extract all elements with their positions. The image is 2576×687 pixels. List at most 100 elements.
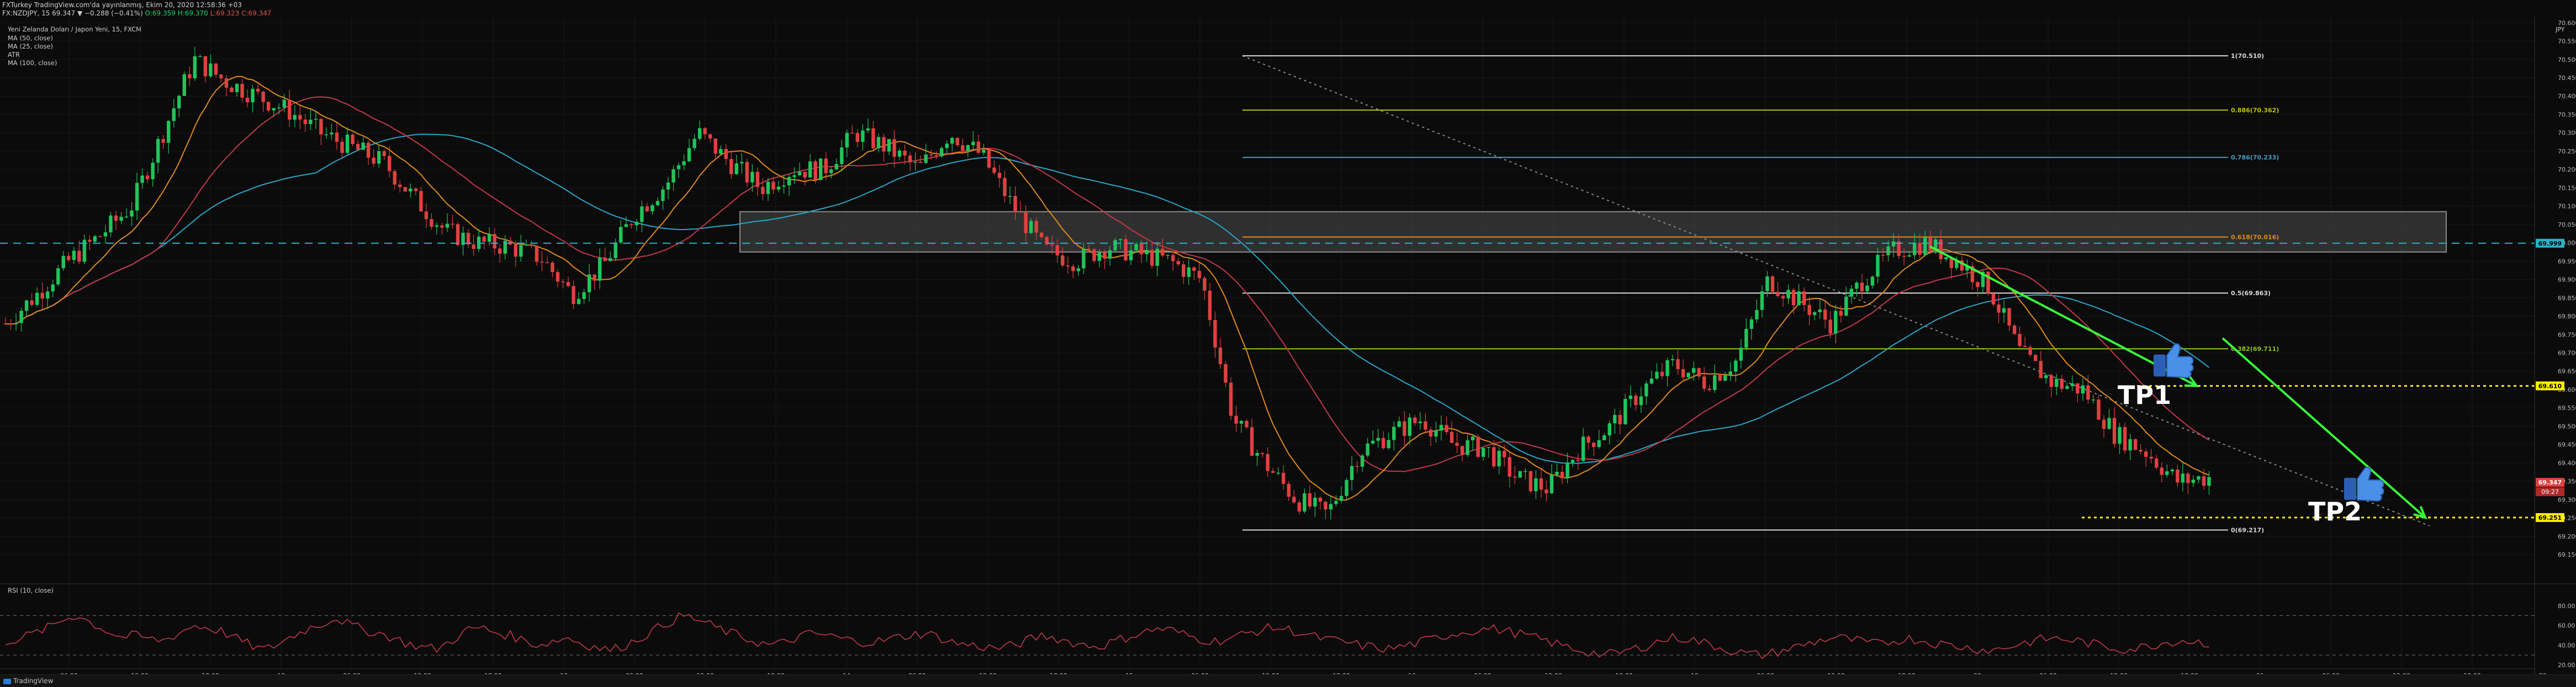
thumbs-up-icon: [2154, 343, 2384, 502]
candle-body: [1492, 447, 1496, 467]
candle-body: [1166, 255, 1170, 256]
fib-label: 1(70.510): [2231, 52, 2264, 60]
candle-body: [1634, 395, 1638, 406]
candle-body: [897, 150, 902, 157]
candle-body: [388, 156, 392, 172]
legend-ma50[interactable]: MA (50, close): [8, 34, 53, 42]
symbol-price: FX:NZDJPY, 15 69.347 ▼ −0.288 (−0.41%): [2, 9, 145, 17]
candle-body: [209, 63, 213, 77]
candle-body: [1739, 348, 1743, 361]
candle-body: [351, 134, 355, 144]
candle-body: [3, 323, 8, 324]
candle-body: [372, 157, 375, 164]
price-axis[interactable]: 70.600 70.550 70.500 70.450 70.400 70.350 70.3…: [2534, 0, 2576, 687]
candle-body: [1576, 460, 1580, 461]
price-tick-label: 70.250: [2558, 148, 2576, 155]
legend-title[interactable]: Yeni Zelanda Doları / Japon Yeni, 15, FX…: [8, 25, 142, 33]
candle-body: [1613, 414, 1617, 424]
candle-body: [2123, 427, 2127, 451]
candle-body: [2133, 439, 2138, 450]
candle-body: [871, 128, 875, 148]
candle-body: [1329, 504, 1333, 510]
rsi-pane: 80.00 60.00 40.00 20.00: [0, 583, 2576, 669]
candle-body: [167, 121, 171, 143]
candle-body: [456, 224, 460, 245]
candle-body: [866, 128, 870, 131]
candle-body: [1203, 278, 1207, 291]
candle-body: [1802, 291, 1806, 305]
candle-body: [551, 262, 554, 273]
candle-body: [1812, 312, 1817, 315]
candle-body: [1597, 440, 1601, 447]
candle-body: [414, 188, 418, 191]
price-tick-label: 69.400: [2558, 460, 2576, 467]
candle-body: [140, 175, 144, 183]
candle-body: [840, 147, 844, 164]
rsi-tick-label: 60.00: [2558, 622, 2575, 630]
candle-body: [1245, 420, 1249, 428]
candle-body: [824, 158, 828, 173]
brand[interactable]: TradingView: [3, 677, 54, 685]
candle-body: [2097, 400, 2101, 420]
currency-label[interactable]: JPY: [2555, 26, 2565, 33]
candle-body: [1466, 440, 1469, 455]
rsi-line: [5, 612, 2209, 659]
candle-body: [324, 134, 329, 136]
candle-body: [1355, 466, 1359, 467]
candle-body: [929, 154, 933, 156]
candle-body: [72, 251, 76, 260]
target-arrows: [1929, 245, 2427, 519]
level-tag-tp2: [2536, 513, 2564, 522]
candle-body: [1955, 260, 1959, 268]
price-axis-bg: [2535, 0, 2576, 687]
candle-body: [1560, 471, 1564, 478]
price-tick-label: 70.200: [2558, 166, 2576, 173]
rsi-label[interactable]: RSI (10, close): [8, 587, 54, 594]
candle-body: [640, 206, 644, 222]
candle-body: [1591, 443, 1596, 447]
tp2-label: TP2: [2308, 497, 2362, 526]
candle-body: [430, 219, 433, 227]
candle-body: [282, 99, 286, 108]
legend-ma100[interactable]: MA (100, close): [8, 59, 57, 67]
candle-body: [298, 115, 302, 120]
candle-body: [203, 56, 208, 77]
candle-body: [1024, 212, 1028, 233]
price-tick-label: 69.950: [2558, 258, 2576, 265]
price-tick-label: 69.550: [2558, 404, 2576, 412]
candle-body: [293, 115, 297, 120]
fib-label: 0.618(70.016): [2231, 233, 2279, 241]
moving-averages: [5, 76, 2210, 501]
price-tick-label: 70.350: [2558, 111, 2576, 118]
candle-body: [530, 244, 533, 246]
candle-body: [1697, 368, 1701, 377]
level-tag-dashed-text: 69.999: [2538, 240, 2562, 247]
candle-body: [124, 216, 129, 218]
candle-body: [613, 242, 617, 258]
candle-body: [2091, 400, 2096, 401]
candle-body: [1781, 296, 1785, 299]
candle-body: [2139, 450, 2143, 452]
candle-body: [14, 323, 18, 324]
candle-body: [145, 175, 150, 179]
legend-atr[interactable]: ATR: [8, 51, 20, 58]
candle-body: [1118, 239, 1123, 241]
candle-body: [924, 154, 928, 163]
candle-body: [9, 323, 13, 325]
candle-body: [2076, 383, 2080, 394]
candle-body: [997, 173, 1002, 178]
candle-body: [335, 132, 339, 142]
candle-body: [892, 139, 896, 157]
grid: [0, 15, 2543, 669]
candle-body: [1403, 421, 1406, 436]
price-tick-label: 69.650: [2558, 368, 2576, 375]
candle-body: [1723, 375, 1727, 381]
candle-body: [1076, 268, 1081, 271]
candle-body: [309, 119, 313, 125]
candle-body: [1755, 310, 1759, 319]
candle-body: [1013, 196, 1017, 212]
legend-ma25[interactable]: MA (25, close): [8, 42, 53, 50]
candle-body: [1239, 420, 1244, 424]
candle-body: [1849, 289, 1854, 297]
